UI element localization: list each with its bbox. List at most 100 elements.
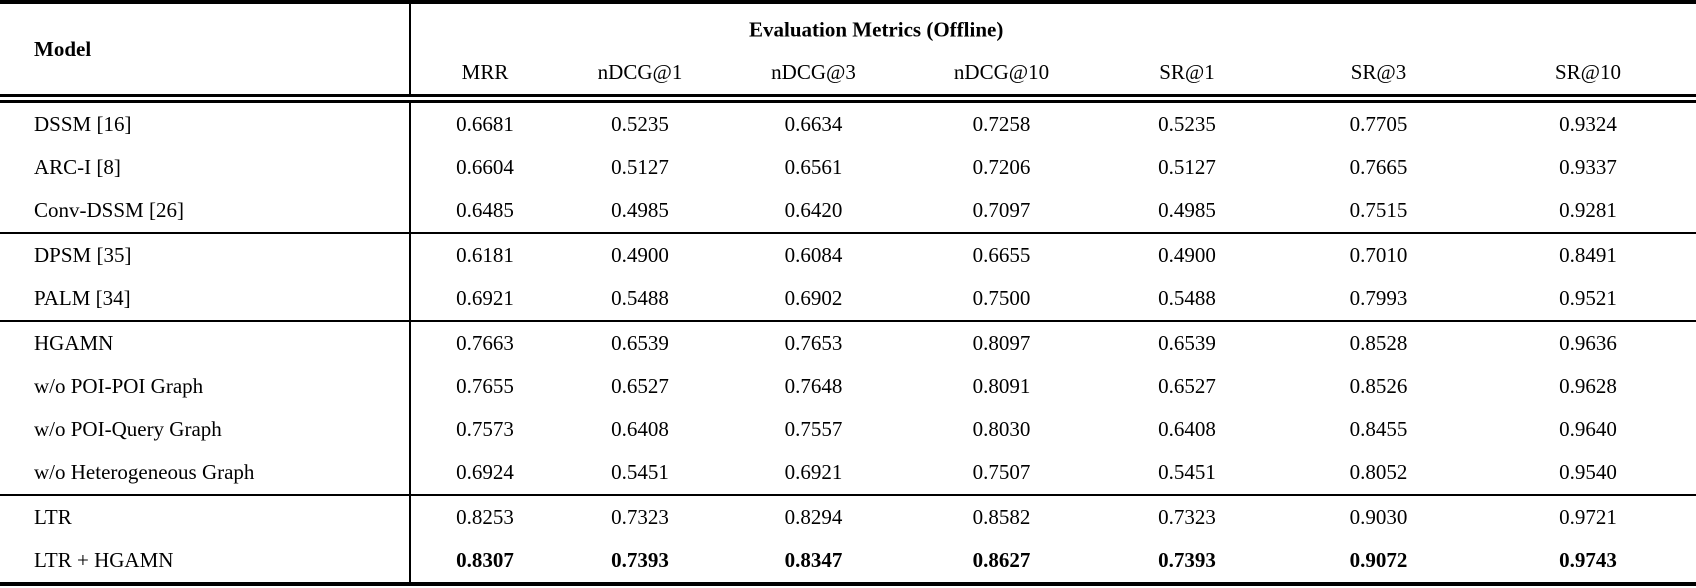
metric-value-cell: 0.6420 bbox=[784, 198, 843, 222]
model-group: LTR 0.8253 0.7323 0.8294 0.8582 0.7323 0.9030 0… bbox=[0, 494, 1696, 584]
metric-value-cell: 0.6655 bbox=[906, 232, 1097, 277]
metric-value-cell: 0.9521 bbox=[1559, 286, 1617, 310]
metric-value-cell: 0.7010 bbox=[1277, 232, 1480, 277]
metric-value-cell: 0.7393 bbox=[611, 548, 669, 572]
metric-value-cell: 0.5451 bbox=[611, 460, 669, 484]
model-group: DSSM [16] 0.6681 0.5235 0.6634 0.7258 0.5235 0… bbox=[0, 98, 1696, 233]
column-header-mrr: MRR bbox=[410, 50, 559, 103]
model-name-cell: Conv-DSSM [26] bbox=[0, 189, 411, 233]
metric-value-cell: 0.4985 bbox=[1158, 198, 1216, 222]
table-row: Conv-DSSM [26] 0.6485 0.4985 0.6420 0.7097 0.… bbox=[0, 189, 1696, 233]
metric-value-cell: 0.7258 bbox=[972, 112, 1031, 136]
metric-value-cell: 0.7500 bbox=[972, 286, 1031, 310]
metric-value-cell: 0.9281 bbox=[1559, 198, 1617, 222]
metric-value-cell: 0.9636 bbox=[1480, 320, 1696, 365]
metric-value-cell: 0.8491 bbox=[1480, 232, 1696, 277]
metric-value-cell: 0.8347 bbox=[784, 548, 843, 572]
model-name-cell: LTR bbox=[0, 494, 411, 539]
model-name-cell: w/o POI-POI Graph bbox=[0, 365, 411, 408]
metric-value-cell: 0.6539 bbox=[559, 320, 721, 365]
metric-value-cell: 0.7507 bbox=[972, 460, 1031, 484]
model-name-cell: w/o Heterogeneous Graph bbox=[0, 451, 411, 495]
metric-value-cell: 0.6408 bbox=[1158, 417, 1216, 441]
column-header-ndcg10: nDCG@10 bbox=[906, 50, 1097, 103]
metric-value-cell: 0.6181 bbox=[410, 232, 559, 277]
metric-value-cell: 0.5127 bbox=[611, 155, 669, 179]
model-name-cell: PALM [34] bbox=[0, 277, 411, 321]
metric-value-cell: 0.4900 bbox=[559, 232, 721, 277]
table-header: Model Evaluation Metrics (Offline) MRR n… bbox=[0, 2, 1696, 103]
metric-value-cell: 0.5235 bbox=[1158, 112, 1216, 136]
metric-value-cell: 0.4900 bbox=[1097, 232, 1277, 277]
model-name-cell: DPSM [35] bbox=[0, 232, 411, 277]
metric-value-cell: 0.8526 bbox=[1349, 374, 1408, 398]
metric-value-cell: 0.8455 bbox=[1349, 417, 1408, 441]
model-name-cell: DSSM [16] bbox=[0, 98, 411, 146]
table-row: ARC-I [8] 0.6604 0.5127 0.6561 0.7206 0.5127 0… bbox=[0, 146, 1696, 189]
table-row: w/o POI-POI Graph 0.7655 0.6527 0.7648 0.809… bbox=[0, 365, 1696, 408]
metric-value-cell: 0.9072 bbox=[1349, 548, 1408, 572]
metric-value-cell: 0.7665 bbox=[1349, 155, 1408, 179]
table-row: DSSM [16] 0.6681 0.5235 0.6634 0.7258 0.5235 0… bbox=[0, 98, 1696, 146]
metric-value-cell: 0.8030 bbox=[972, 417, 1031, 441]
column-header-ndcg1: nDCG@1 bbox=[559, 50, 721, 103]
metric-value-cell: 0.7663 bbox=[410, 320, 559, 365]
model-column-header: Model bbox=[0, 2, 411, 103]
table-row: w/o POI-Query Graph 0.7573 0.6408 0.7557 0.8… bbox=[0, 408, 1696, 451]
metric-value-cell: 0.7993 bbox=[1349, 286, 1408, 310]
metric-value-cell: 0.8097 bbox=[906, 320, 1097, 365]
metric-value-cell: 0.7653 bbox=[721, 320, 906, 365]
metric-value-cell: 0.9640 bbox=[1559, 417, 1617, 441]
metric-value-cell: 0.6527 bbox=[1158, 374, 1216, 398]
metric-value-cell: 0.5488 bbox=[1158, 286, 1216, 310]
metric-value-cell: 0.6681 bbox=[456, 112, 514, 136]
metric-value-cell: 0.6921 bbox=[784, 460, 843, 484]
column-header-sr10: SR@10 bbox=[1480, 50, 1696, 103]
model-name-cell: w/o POI-Query Graph bbox=[0, 408, 411, 451]
metric-value-cell: 0.9337 bbox=[1559, 155, 1617, 179]
metric-value-cell: 0.9324 bbox=[1559, 112, 1617, 136]
metric-value-cell: 0.6485 bbox=[456, 198, 514, 222]
metrics-group-header: Evaluation Metrics (Offline) bbox=[410, 2, 1696, 50]
table-row: DPSM [35] 0.6181 0.4900 0.6084 0.6655 0.4900 0… bbox=[0, 232, 1696, 277]
metric-value-cell: 0.5488 bbox=[611, 286, 669, 310]
metric-value-cell: 0.8253 bbox=[410, 494, 559, 539]
metric-value-cell: 0.6924 bbox=[456, 460, 514, 484]
metric-value-cell: 0.8528 bbox=[1277, 320, 1480, 365]
column-header-sr3: SR@3 bbox=[1277, 50, 1480, 103]
metric-value-cell: 0.9540 bbox=[1559, 460, 1617, 484]
table-row: PALM [34] 0.6921 0.5488 0.6902 0.7500 0.5488 0… bbox=[0, 277, 1696, 321]
metric-value-cell: 0.7206 bbox=[972, 155, 1031, 179]
metric-value-cell: 0.7097 bbox=[972, 198, 1031, 222]
metric-value-cell: 0.6539 bbox=[1097, 320, 1277, 365]
metrics-group-header-text: Evaluation Metrics (Offline) bbox=[749, 17, 1004, 42]
metric-value-cell: 0.4985 bbox=[611, 198, 669, 222]
metric-value-cell: 0.7573 bbox=[456, 417, 514, 441]
metric-value-cell: 0.6527 bbox=[611, 374, 669, 398]
metric-value-cell: 0.7648 bbox=[784, 374, 843, 398]
metric-value-cell: 0.8627 bbox=[972, 548, 1031, 572]
metric-value-cell: 0.8294 bbox=[721, 494, 906, 539]
metric-value-cell: 0.8091 bbox=[972, 374, 1031, 398]
table-row: HGAMN 0.7663 0.6539 0.7653 0.8097 0.6539 0.852… bbox=[0, 320, 1696, 365]
table-row: LTR 0.8253 0.7323 0.8294 0.8582 0.7323 0.9030 0… bbox=[0, 494, 1696, 539]
metric-value-cell: 0.6408 bbox=[611, 417, 669, 441]
metric-value-cell: 0.5127 bbox=[1158, 155, 1216, 179]
model-group: DPSM [35] 0.6181 0.4900 0.6084 0.6655 0.4900 0… bbox=[0, 232, 1696, 321]
metric-value-cell: 0.9743 bbox=[1559, 548, 1617, 572]
metric-value-cell: 0.7655 bbox=[456, 374, 514, 398]
model-name-cell: LTR + HGAMN bbox=[0, 539, 411, 584]
metric-value-cell: 0.7557 bbox=[784, 417, 843, 441]
model-group: HGAMN 0.7663 0.6539 0.7653 0.8097 0.6539 0.852… bbox=[0, 320, 1696, 495]
metric-value-cell: 0.7393 bbox=[1158, 548, 1216, 572]
metric-value-cell: 0.7323 bbox=[559, 494, 721, 539]
header-row-metrics: MRR nDCG@1 nDCG@3 nDCG@10 SR@1 SR@3 SR@1… bbox=[0, 50, 1696, 103]
table-row: w/o Heterogeneous Graph 0.6924 0.5451 0.692… bbox=[0, 451, 1696, 495]
metric-value-cell: 0.9030 bbox=[1277, 494, 1480, 539]
metric-value-cell: 0.6634 bbox=[784, 112, 843, 136]
header-row-group: Model Evaluation Metrics (Offline) bbox=[0, 2, 1696, 103]
metric-value-cell: 0.7515 bbox=[1349, 198, 1408, 222]
column-header-sr1: SR@1 bbox=[1097, 50, 1277, 103]
model-name-cell: HGAMN bbox=[0, 320, 411, 365]
metric-value-cell: 0.5235 bbox=[611, 112, 669, 136]
